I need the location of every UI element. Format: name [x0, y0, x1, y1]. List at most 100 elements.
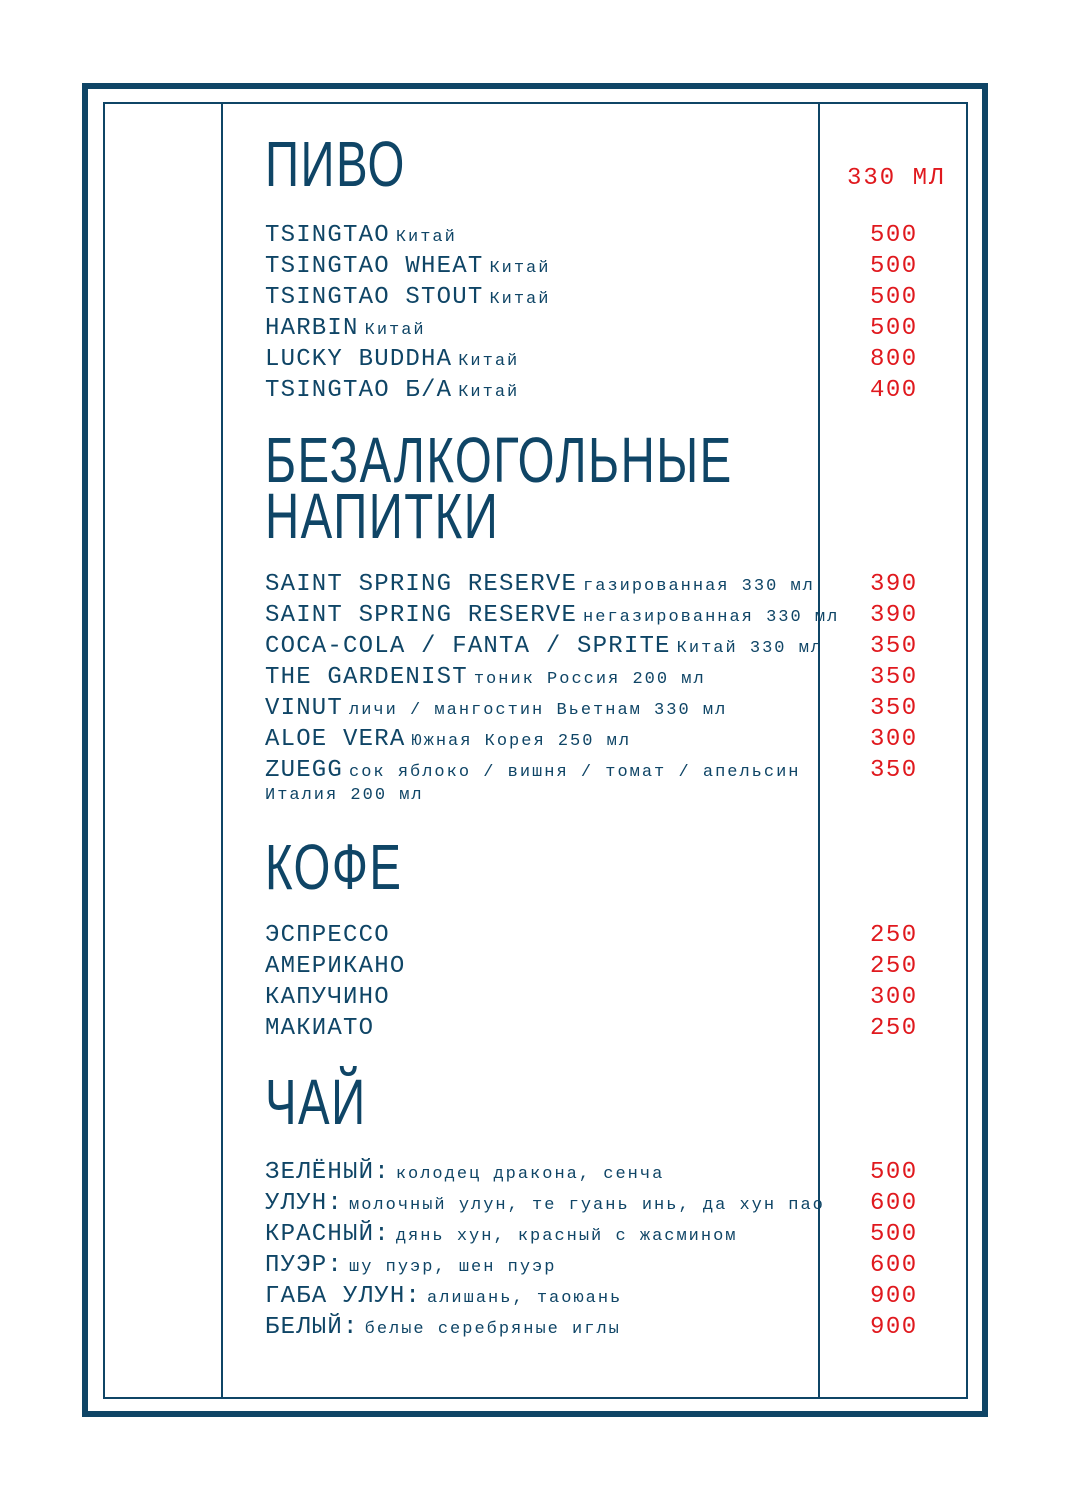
item-price: 350: [870, 757, 918, 784]
section-title-line: КОФЕ: [265, 831, 403, 903]
item-description: газированная 330 мл: [583, 577, 815, 596]
menu-item: LUCKY BUDDHA Китай 800: [265, 344, 925, 375]
item-name: TSINGTAO STOUT: [265, 284, 484, 311]
menu-item: ЗЕЛЁНЫЙ: колодец дракона, сенча 500: [265, 1157, 925, 1188]
menu-item: ГАБА УЛУН: алишань, таоюань 900: [265, 1281, 925, 1312]
menu-item: SAINT SPRING RESERVE негазированная 330 м…: [265, 600, 925, 631]
item-name: АМЕРИКАНО: [265, 953, 406, 980]
menu-item: TSINGTAO WHEAT Китай 500: [265, 251, 925, 282]
item-description: негазированная 330 мл: [583, 608, 840, 627]
item-name: VINUT: [265, 695, 344, 722]
item-description: дянь хун, красный с жасмином: [395, 1227, 738, 1246]
item-name: КАПУЧИНО: [265, 984, 390, 1011]
item-list: SAINT SPRING RESERVE газированная 330 мл 3…: [265, 569, 925, 806]
item-price: 500: [870, 1159, 918, 1186]
menu-inner-border: [103, 102, 968, 1399]
section-title: ЧАЙ: [265, 1066, 367, 1138]
item-price: 300: [870, 726, 918, 753]
item-price: 390: [870, 571, 918, 598]
menu-item: ЭСПРЕССО 250: [265, 920, 925, 951]
item-list: TSINGTAO Китай 500 TSINGTAO WHEAT Китай 500 TS…: [265, 220, 925, 406]
item-list: ЗЕЛЁНЫЙ: колодец дракона, сенча 500 УЛУН: мо…: [265, 1157, 925, 1343]
item-price: 250: [870, 922, 918, 949]
section-title-line: ЧАЙ: [265, 1066, 367, 1138]
item-name: SAINT SPRING RESERVE: [265, 571, 578, 598]
item-price: 250: [870, 953, 918, 980]
menu-item: ПУЭР: шу пуэр, шен пуэр 600: [265, 1250, 925, 1281]
item-description: Китай: [489, 259, 551, 278]
item-description: молочный улун, те гуань инь, да хун пао: [349, 1196, 825, 1215]
menu-item: АМЕРИКАНО 250: [265, 951, 925, 982]
item-name: ГАБА УЛУН:: [265, 1283, 422, 1310]
item-name: HARBIN: [265, 315, 359, 342]
item-description: сок яблоко / вишня / томат / апельсин: [349, 763, 801, 782]
left-column-divider: [221, 102, 223, 1397]
menu-item: TSINGTAO STOUT Китай 500: [265, 282, 925, 313]
item-description: шу пуэр, шен пуэр: [349, 1258, 557, 1277]
item-price: 600: [870, 1190, 918, 1217]
item-name: ЗЕЛЁНЫЙ:: [265, 1159, 390, 1186]
item-name: TSINGTAO WHEAT: [265, 253, 484, 280]
item-name: COCA-COLA / FANTA / SPRITE: [265, 633, 671, 660]
section-title-line: БЕЗАЛКОГОЛЬНЫЕ: [265, 424, 733, 496]
item-price: 400: [870, 377, 918, 404]
item-name: TSINGTAO: [265, 222, 390, 249]
item-name: БЕЛЫЙ:: [265, 1314, 359, 1341]
item-name: TSINGTAO Б/А: [265, 377, 453, 404]
item-name: ALOE VERA: [265, 726, 406, 753]
menu-item: COCA-COLA / FANTA / SPRITE Китай 330 мл 35…: [265, 631, 925, 662]
price-column-divider: [818, 102, 820, 1397]
item-price: 800: [870, 346, 918, 373]
item-description: Китай 330 мл: [676, 639, 824, 658]
item-price: 500: [870, 284, 918, 311]
item-price: 390: [870, 602, 918, 629]
menu-item: SAINT SPRING RESERVE газированная 330 мл 3…: [265, 569, 925, 600]
section-title: КОФЕ: [265, 831, 403, 903]
menu-item: TSINGTAO Б/А Китай 400: [265, 375, 925, 406]
item-price: 250: [870, 1015, 918, 1042]
item-name: КРАСНЫЙ:: [265, 1221, 390, 1248]
menu-item: УЛУН: молочный улун, те гуань инь, да хун…: [265, 1188, 925, 1219]
item-description: колодец дракона, сенча: [395, 1165, 665, 1184]
item-description: алишань, таоюань: [427, 1289, 623, 1308]
item-description: тоник Россия 200 мл: [473, 670, 706, 689]
item-description-continued: Италия 200 мл: [265, 786, 424, 805]
item-name: ПУЭР:: [265, 1252, 344, 1279]
item-name: МАКИАТО: [265, 1015, 375, 1042]
section-title-line: НАПИТКИ: [265, 480, 500, 552]
item-price: 500: [870, 222, 918, 249]
item-price: 600: [870, 1252, 918, 1279]
item-price: 500: [870, 315, 918, 342]
menu-outer-border: [82, 83, 988, 1417]
menu-item: КАПУЧИНО 300: [265, 982, 925, 1013]
item-name: SAINT SPRING RESERVE: [265, 602, 578, 629]
item-name: ЭСПРЕССО: [265, 922, 390, 949]
item-price: 350: [870, 695, 918, 722]
item-name: LUCKY BUDDHA: [265, 346, 453, 373]
item-price: 500: [870, 253, 918, 280]
menu-item: VINUT личи / мангостин Вьетнам 330 мл 350: [265, 693, 925, 724]
menu-item: МАКИАТО 250: [265, 1013, 925, 1044]
item-description: Южная Корея 250 мл: [411, 732, 632, 751]
item-price: 350: [870, 633, 918, 660]
section-title: БЕЗАЛКОГОЛЬНЫЕ НАПИТКИ: [265, 424, 733, 552]
item-description: Китай: [458, 383, 520, 402]
item-name: THE GARDENIST: [265, 664, 468, 691]
item-name: УЛУН:: [265, 1190, 344, 1217]
item-description: белые серебряные иглы: [364, 1320, 621, 1339]
menu-item: ZUEGG сок яблоко / вишня / томат / апельс…: [265, 755, 925, 786]
item-price: 350: [870, 664, 918, 691]
item-description: Китай: [364, 321, 426, 340]
section-title: ПИВО: [265, 128, 406, 200]
menu-item: ALOE VERA Южная Корея 250 мл 300: [265, 724, 925, 755]
item-price: 300: [870, 984, 918, 1011]
item-price: 500: [870, 1221, 918, 1248]
item-name: ZUEGG: [265, 757, 344, 784]
menu-item: КРАСНЫЙ: дянь хун, красный с жасмином 500: [265, 1219, 925, 1250]
menu-item: БЕЛЫЙ: белые серебряные иглы 900: [265, 1312, 925, 1343]
menu-item: HARBIN Китай 500: [265, 313, 925, 344]
item-description: личи / мангостин Вьетнам 330 мл: [349, 701, 728, 720]
menu-item: THE GARDENIST тоник Россия 200 мл 350: [265, 662, 925, 693]
item-description: Китай: [395, 228, 457, 247]
section-title-line: ПИВО: [265, 128, 406, 200]
